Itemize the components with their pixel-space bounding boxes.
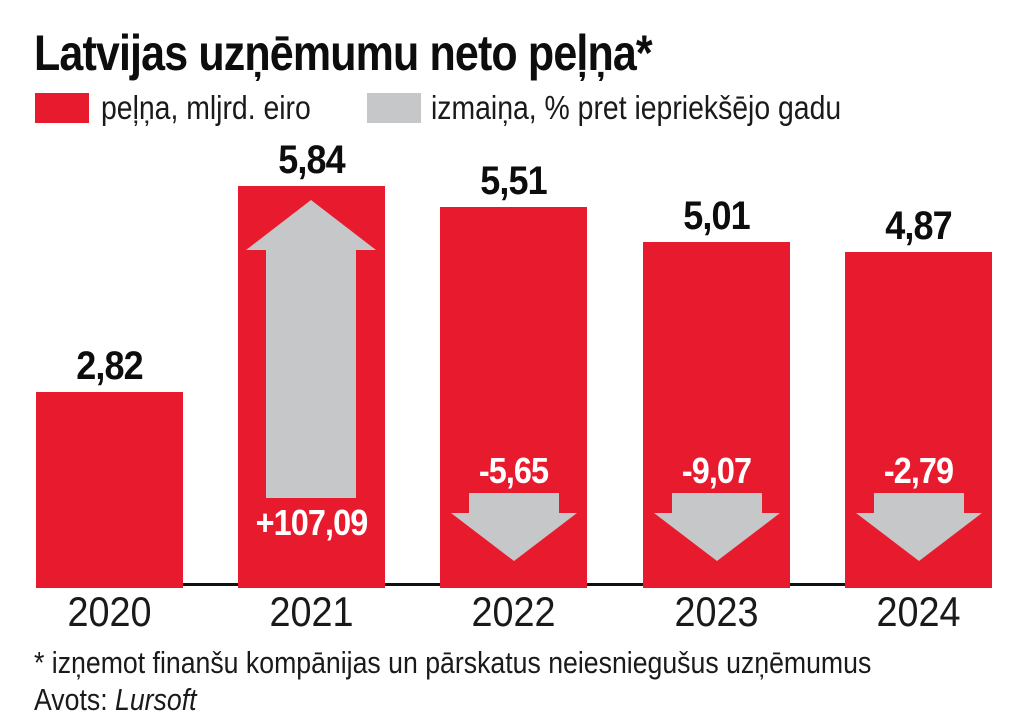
bar-2022: 5,51 -5,65	[440, 159, 587, 588]
footnote: * izņemot finanšu kompānijas un pārskatu…	[34, 645, 872, 680]
source-prefix: Avots:	[34, 682, 108, 717]
change-group: -9,07	[643, 451, 790, 566]
change-group: -5,65	[440, 451, 587, 566]
up-arrow-icon	[246, 200, 376, 498]
down-arrow-icon	[855, 493, 982, 561]
year-label: 2023	[674, 588, 759, 635]
year-label: 2024	[876, 588, 961, 635]
profit-legend-label: peļņa, mljrd. eiro	[101, 89, 311, 126]
change-label: -9,07	[681, 450, 752, 491]
bar-2020: 2,82	[36, 344, 183, 588]
year-label: 2020	[67, 588, 152, 635]
bar-value-label: 4,87	[885, 204, 952, 248]
bar-value-label: 5,84	[278, 138, 345, 182]
profit-legend-swatch	[35, 93, 89, 123]
bar-2023: 5,01 -9,07	[643, 194, 790, 588]
source-name: Lursoft	[115, 682, 197, 717]
bar-value-label: 2,82	[76, 344, 143, 388]
bar-value-label: 5,51	[480, 159, 547, 203]
down-arrow-icon	[653, 493, 780, 561]
bar-2021: 5,84 +107,09	[238, 138, 385, 588]
chart-title: Latvijas uzņēmumu neto peļņa*	[34, 25, 653, 81]
change-label: +107,09	[255, 502, 369, 543]
year-label: 2022	[471, 588, 556, 635]
change-label: -2,79	[883, 450, 954, 491]
change-legend-swatch	[367, 93, 421, 123]
change-label: -5,65	[478, 450, 549, 491]
bar-value-label: 5,01	[683, 194, 750, 238]
source-line: Avots: Lursoft	[34, 683, 197, 717]
bar-2024: 4,87 -2,79	[845, 204, 992, 588]
year-label: 2021	[269, 588, 354, 635]
change-group: -2,79	[845, 451, 992, 566]
change-legend-label: izmaiņa, % pret iepriekšējo gadu	[431, 89, 842, 126]
down-arrow-icon	[450, 493, 577, 561]
